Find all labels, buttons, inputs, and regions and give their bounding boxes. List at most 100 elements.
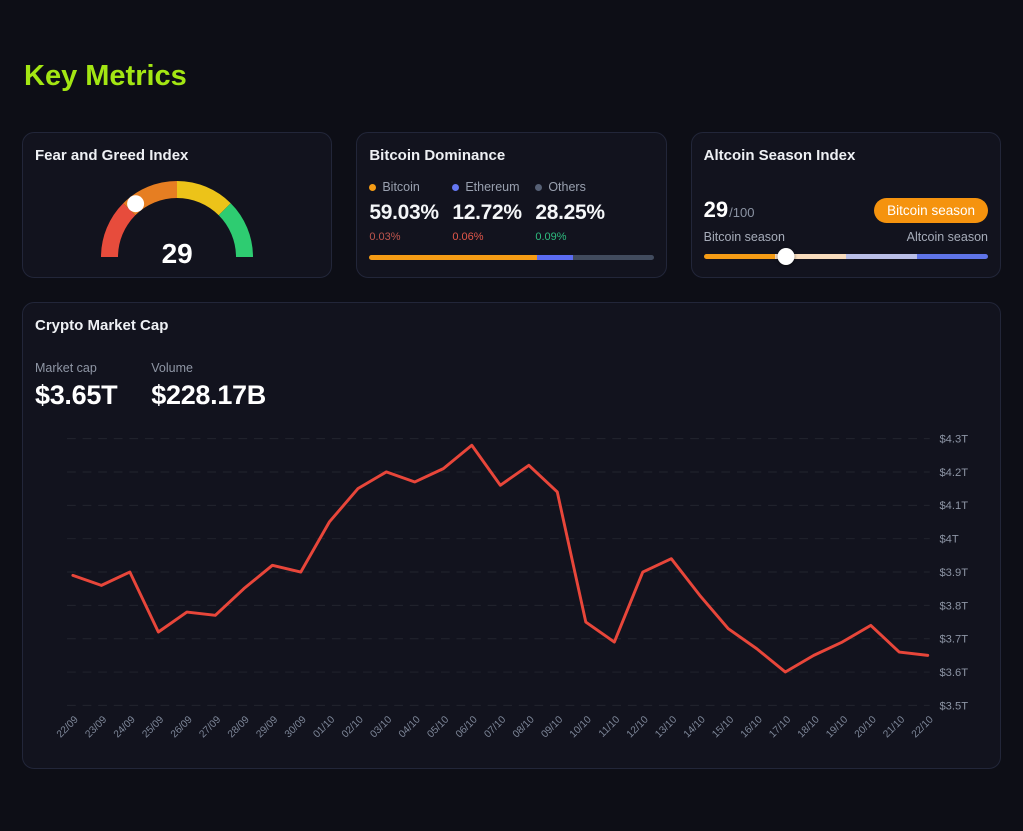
- x-axis-label: 13/10: [653, 714, 679, 740]
- x-axis-label: 19/10: [824, 714, 850, 740]
- dominance-item-bitcoin: Bitcoin 59.03% 0.03%: [369, 180, 452, 243]
- y-axis-label: $3.5T: [939, 700, 968, 712]
- bitcoin-dot-icon: [369, 183, 377, 191]
- y-axis-label: $4T: [939, 534, 958, 546]
- fear-greed-card: Fear and Greed Index 29: [22, 132, 333, 278]
- x-axis-label: 28/09: [226, 714, 252, 740]
- x-axis-label: 23/09: [83, 714, 109, 740]
- season-slider-thumb[interactable]: [777, 248, 795, 265]
- dominance-stacked-bar: [369, 255, 654, 260]
- altcoin-season-card: Altcoin Season Index 29/100 Bitcoin seas…: [690, 132, 1001, 278]
- dominance-value: 59.03%: [369, 201, 439, 224]
- market-cap-stats: Market cap $3.65T Volume $228.17B: [35, 361, 988, 411]
- x-axis-label: 27/09: [197, 714, 223, 740]
- dominance-legend: Ethereum: [452, 180, 535, 194]
- x-axis-label: 14/10: [682, 714, 708, 740]
- altcoin-season-score: 29/100: [704, 197, 755, 223]
- stat-market-cap: Market cap $3.65T: [35, 361, 118, 411]
- stat-label: Market cap: [35, 361, 97, 375]
- y-axis-label: $3.7T: [939, 634, 968, 646]
- x-axis-label: 11/10: [597, 714, 623, 740]
- bitcoin-dominance-card: Bitcoin Dominance Bitcoin 59.03% 0.03% Ethe…: [356, 132, 667, 278]
- y-axis-label: $4.2T: [939, 467, 968, 479]
- x-axis-label: 09/10: [539, 714, 565, 740]
- season-scale-labels: Bitcoin season Altcoin season: [704, 230, 988, 244]
- x-axis-label: 02/10: [340, 714, 366, 740]
- dominance-value: 28.25%: [535, 201, 605, 224]
- fear-greed-gauge: 29: [87, 165, 267, 272]
- dominance-label: Bitcoin: [382, 180, 420, 194]
- stat-volume: Volume $228.17B: [151, 361, 266, 411]
- altcoin-season-value: 29: [703, 197, 729, 222]
- bitcoin-dominance-card-title: Bitcoin Dominance: [369, 147, 506, 164]
- market-cap-line-chart: $4.3T $4.2T $4.1T $4T $3.9T $3.8T $3.7T $3.6T $3…: [55, 434, 968, 741]
- x-axis-label: 06/10: [454, 714, 480, 740]
- fear-greed-value: 29: [161, 238, 193, 269]
- season-track-segment-3: [845, 254, 917, 259]
- x-axis-label: 08/10: [511, 714, 537, 740]
- x-axis-label: 01/10: [311, 714, 337, 740]
- y-axis-label: $4.1T: [939, 500, 968, 512]
- dominance-change: 0.06%: [452, 231, 484, 243]
- y-axis-label: $3.8T: [939, 600, 968, 612]
- season-slider-track[interactable]: [703, 254, 988, 259]
- stat-value: $3.65T: [35, 380, 118, 410]
- gauge-segment-extreme-fear-icon: [101, 203, 136, 258]
- x-axis-label: 18/10: [796, 714, 822, 740]
- x-axis-label: 20/10: [853, 714, 879, 740]
- others-dot-icon: [535, 183, 543, 191]
- x-axis-label: 07/10: [482, 714, 508, 740]
- x-axis-label: 03/10: [368, 714, 394, 740]
- y-axis-label: $3.6T: [939, 667, 968, 679]
- fear-greed-card-title: Fear and Greed Index: [35, 147, 189, 164]
- season-slider[interactable]: [703, 248, 988, 265]
- dominance-columns: Bitcoin 59.03% 0.03% Ethereum 12.72% 0.06% Oth…: [369, 180, 653, 243]
- gauge-arc: [101, 181, 254, 258]
- altcoin-season-value-row: 29/100 Bitcoin season: [704, 197, 988, 223]
- dominance-legend: Others: [535, 180, 618, 194]
- stat-value: $228.17B: [151, 380, 266, 410]
- x-axis-label: 25/09: [140, 714, 166, 740]
- x-axis-label: 15/10: [710, 714, 736, 740]
- altcoin-season-label: Altcoin season: [906, 230, 988, 244]
- season-track-segment-2: [774, 254, 846, 259]
- altcoin-season-card-title: Altcoin Season Index: [703, 147, 856, 164]
- gauge-segment-extreme-greed-icon: [218, 203, 254, 258]
- dominance-bar-others: [573, 255, 654, 260]
- x-axis-label: 16/10: [739, 714, 765, 740]
- dominance-value: 12.72%: [452, 201, 522, 224]
- dominance-bar-bitcoin: [369, 255, 538, 260]
- season-track-segment-1: [703, 254, 775, 259]
- dominance-bar-ethereum: [537, 255, 574, 260]
- x-axis-label: 30/09: [283, 714, 309, 740]
- page-title: Key Metrics: [24, 60, 187, 92]
- dominance-item-ethereum: Ethereum 12.72% 0.06%: [452, 180, 535, 243]
- gauge-segment-greed-icon: [176, 181, 231, 216]
- market-cap-card-title: Crypto Market Cap: [35, 317, 169, 334]
- x-axis-label: 17/10: [767, 714, 793, 740]
- x-axis-label: 22/09: [55, 714, 81, 740]
- x-axis-label: 04/10: [397, 714, 423, 740]
- x-axis-label: 22/10: [910, 714, 936, 740]
- x-axis-label: 29/09: [254, 714, 280, 740]
- market-cap-card: Crypto Market Cap Market cap $3.65T Volu…: [22, 302, 1001, 769]
- dominance-label: Others: [548, 180, 586, 194]
- gauge-needle-dot: [127, 195, 145, 213]
- x-axis-label: 21/10: [881, 714, 907, 740]
- dominance-item-others: Others 28.25% 0.09%: [535, 180, 618, 243]
- x-axis-label: 10/10: [568, 714, 594, 740]
- season-track-segment-4: [916, 254, 988, 259]
- season-status-badge: Bitcoin season: [874, 197, 988, 223]
- x-axis-label: 24/09: [112, 714, 138, 740]
- dominance-label: Ethereum: [465, 180, 520, 194]
- y-axis-label: $4.3T: [939, 434, 968, 446]
- bitcoin-season-label: Bitcoin season: [703, 230, 785, 244]
- x-axis-label: 26/09: [169, 714, 195, 740]
- stat-label: Volume: [151, 361, 193, 375]
- dominance-change: 0.03%: [369, 231, 401, 243]
- dominance-change: 0.09%: [535, 231, 567, 243]
- altcoin-season-denominator: /100: [729, 205, 755, 220]
- metrics-cards-row: Fear and Greed Index 29 Bitcoin Dominanc…: [22, 132, 1001, 278]
- market-cap-line-series: [71, 443, 930, 674]
- x-axis-label: 05/10: [425, 714, 451, 740]
